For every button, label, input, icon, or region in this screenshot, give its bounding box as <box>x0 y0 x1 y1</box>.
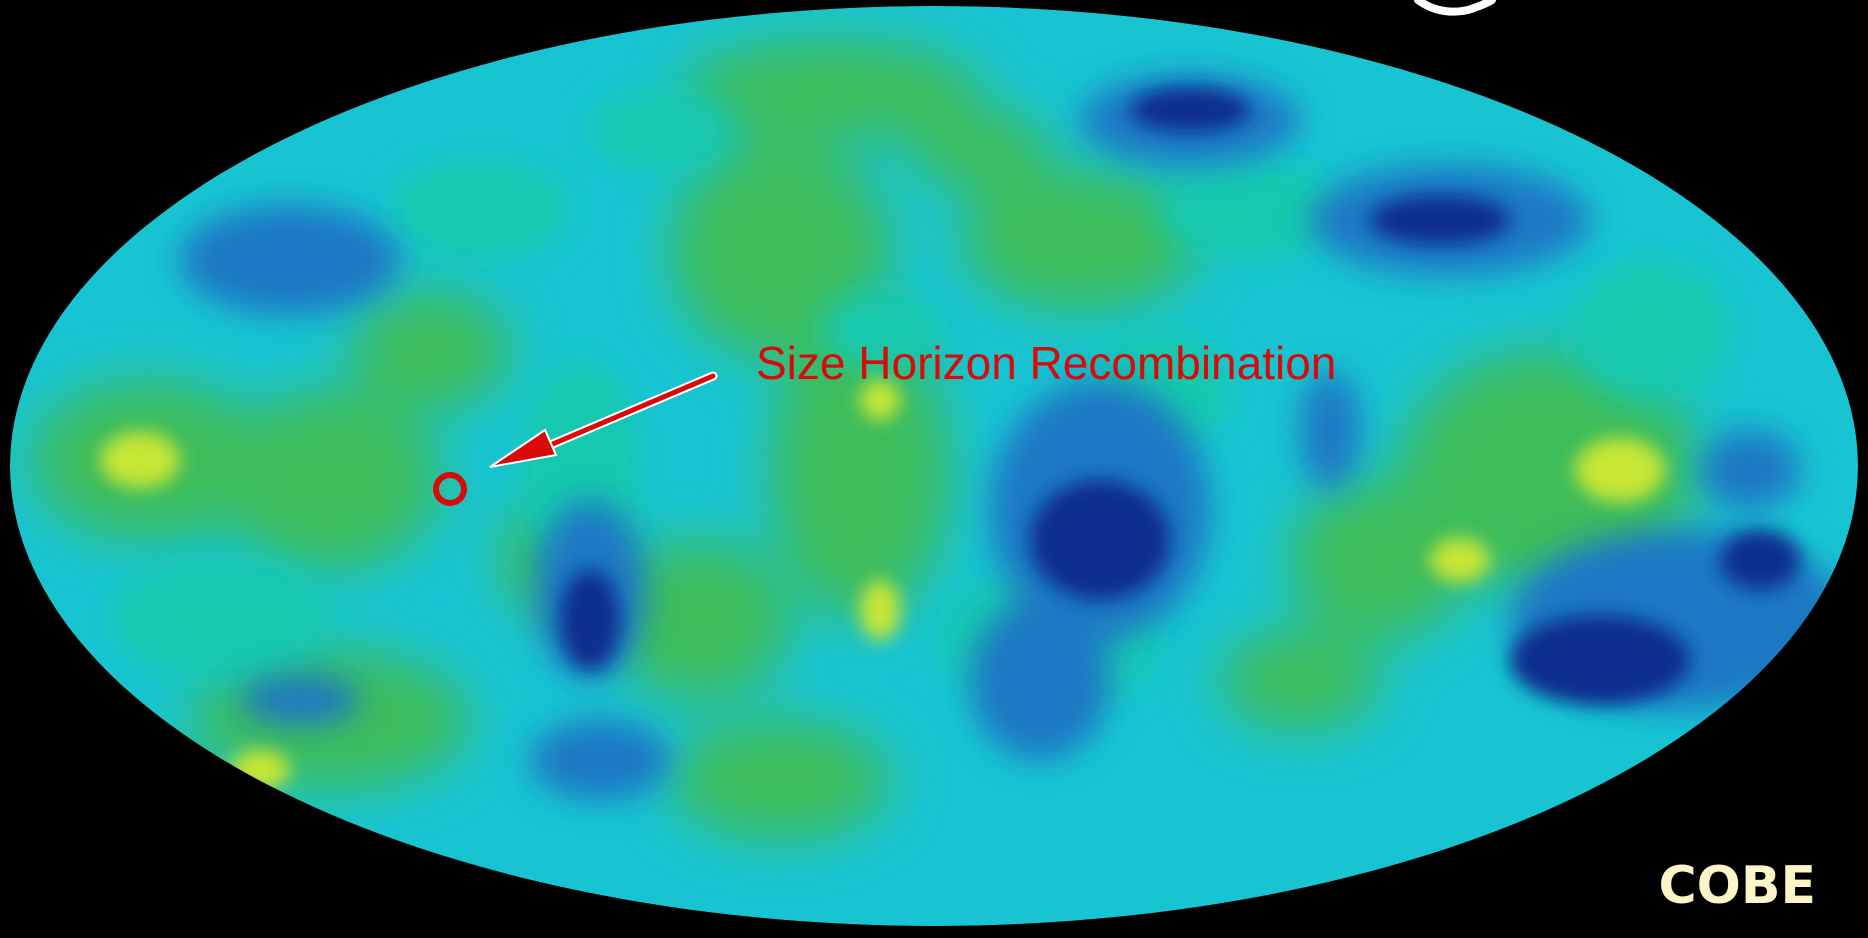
cobe-label: COBE <box>1658 856 1816 916</box>
size-horizon-recombination-label: Size Horizon Recombination <box>756 337 1337 389</box>
mollweide-projection-map <box>10 6 1858 926</box>
cropped-title-glyph <box>1414 0 1496 16</box>
annotation-arrow <box>489 371 718 468</box>
hot-spot-regions <box>100 380 1665 790</box>
horizon-size-marker <box>433 472 467 506</box>
dark-blue-regions <box>560 88 1800 705</box>
